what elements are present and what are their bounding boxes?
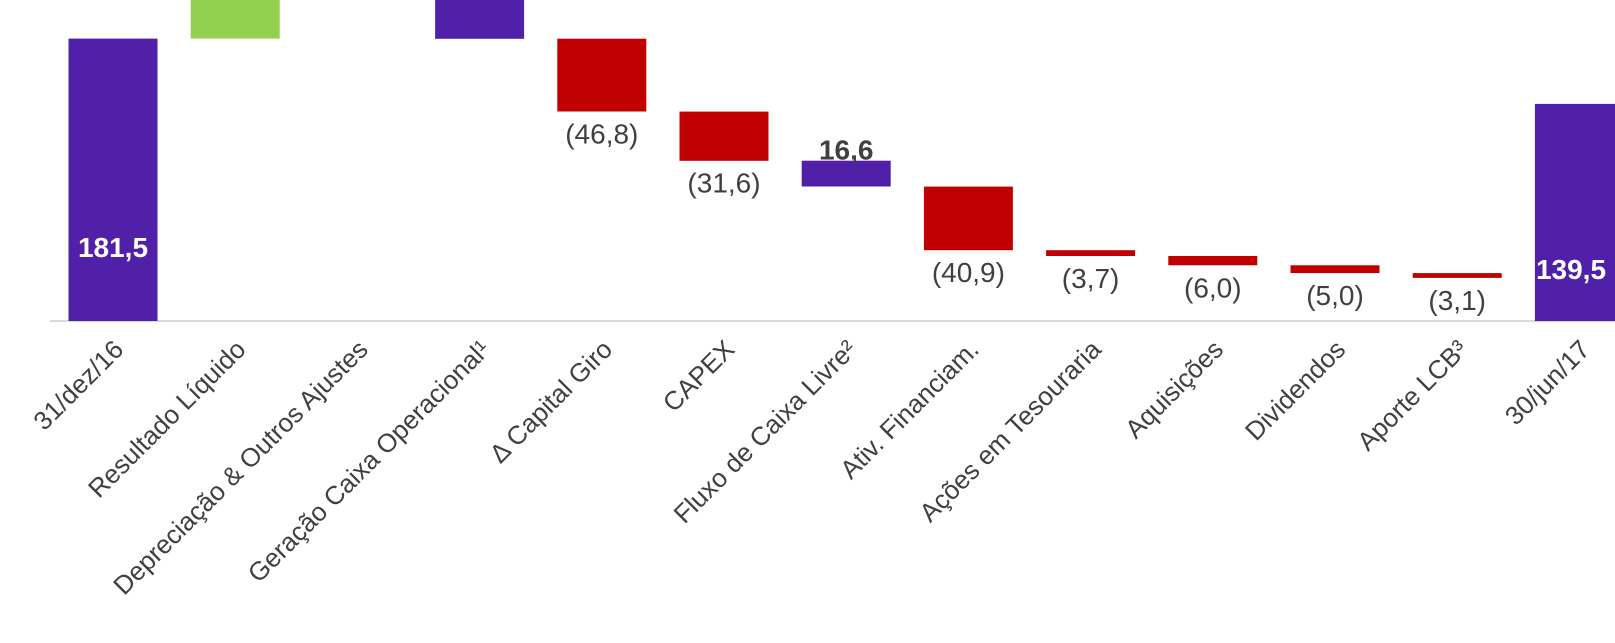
category-label-31-dez-16: 31/dez/16 <box>27 334 129 436</box>
bar-ativ-financiam <box>924 187 1013 251</box>
bar-capex <box>680 112 769 161</box>
bar-geracao-caixa-operacional <box>435 0 524 39</box>
value-label-30-jun-17: 139,5 <box>1536 254 1606 285</box>
category-label-depreciacao-outros-ajustes: Depreciação & Outros Ajustes <box>107 334 373 600</box>
bar-dividendos <box>1291 265 1380 273</box>
category-label-capital-giro: Δ Capital Giro <box>483 334 618 469</box>
value-label-31-dez-16: 181,5 <box>78 232 148 263</box>
bar-acoes-em-tesouraria <box>1046 250 1135 256</box>
value-label-capital-giro: (46,8) <box>565 119 638 150</box>
bar-31-dez-16 <box>69 39 158 321</box>
value-label-fluxo-de-caixa-livre: 16,6 <box>819 135 874 166</box>
bar-30-jun-17 <box>1535 104 1615 321</box>
value-label-aquisicoes: (6,0) <box>1184 272 1242 303</box>
value-label-acoes-em-tesouraria: (3,7) <box>1062 263 1120 294</box>
bar-capital-giro <box>557 39 646 112</box>
value-label-ativ-financiam: (40,9) <box>932 257 1005 288</box>
bar-aquisicoes <box>1168 256 1257 265</box>
value-label-aporte-lcb: (3,1) <box>1428 285 1486 316</box>
category-label-aquisicoes: Aquisições <box>1119 334 1229 444</box>
category-label-geracao-caixa-operacional: Geração Caixa Operacional¹ <box>242 334 496 588</box>
category-label-dividendos: Dividendos <box>1239 334 1351 446</box>
bar-aporte-lcb <box>1413 273 1502 278</box>
bar-resultado-liquido <box>191 0 280 39</box>
category-label-30-jun-17: 30/jun/17 <box>1499 334 1596 431</box>
value-label-dividendos: (5,0) <box>1306 280 1364 311</box>
value-label-capex: (31,6) <box>687 168 760 199</box>
category-label-aporte-lcb: Aporte LCB³ <box>1351 334 1474 457</box>
category-label-capex: CAPEX <box>657 334 741 418</box>
